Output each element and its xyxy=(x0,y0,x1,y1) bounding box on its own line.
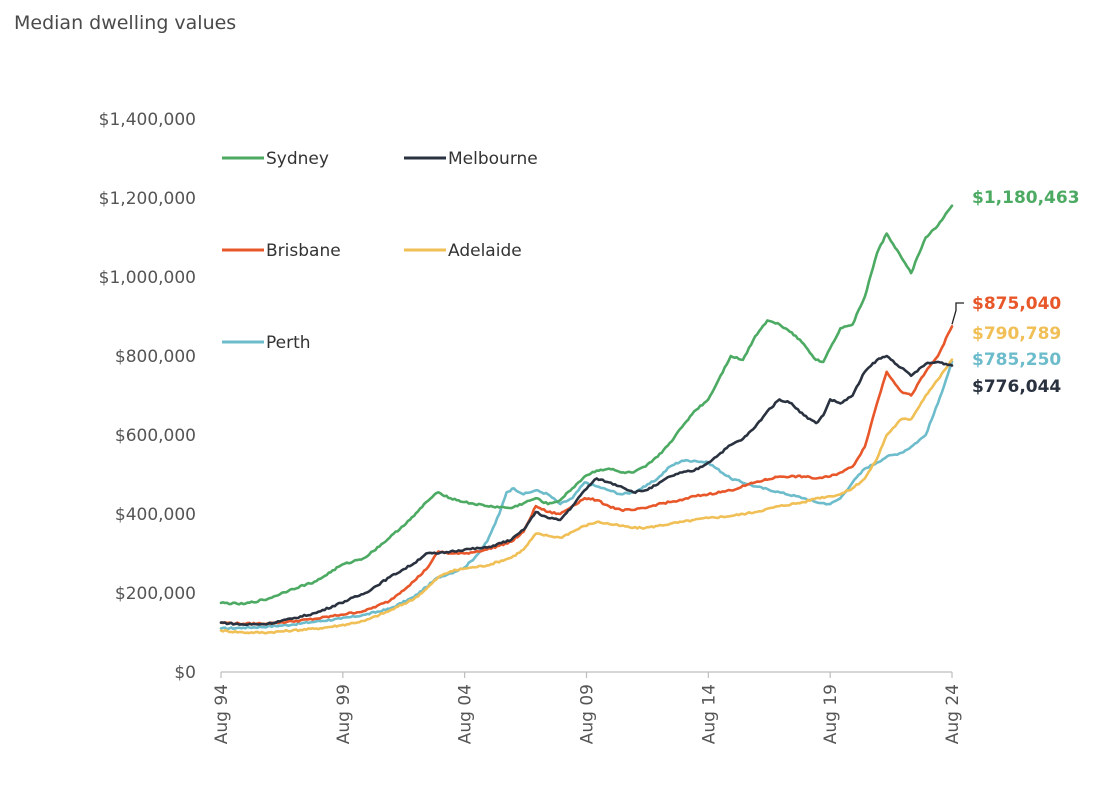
y-tick-label: $800,000 xyxy=(115,347,196,367)
series-layer xyxy=(219,204,954,635)
y-tick-label: $1,400,000 xyxy=(99,110,196,130)
legend-label-perth: Perth xyxy=(266,333,311,353)
y-tick-label: $0 xyxy=(174,663,196,683)
end-label-adelaide: $790,789 xyxy=(972,324,1061,344)
x-tick-label: Aug 09 xyxy=(578,684,598,744)
x-tick-label: Aug 24 xyxy=(943,684,963,744)
end-labels: $1,180,463 $776,044 $875,040 $790,789 $785,2… xyxy=(951,188,1080,397)
x-axis: Aug 94 Aug 99 Aug 04 Aug 09 Aug 14 Aug 19 Aug … xyxy=(212,671,963,744)
x-tick-label: Aug 99 xyxy=(334,684,354,744)
series-line-perth xyxy=(219,360,954,631)
y-tick-label: $1,200,000 xyxy=(99,189,196,209)
legend-label-sydney: Sydney xyxy=(266,149,329,169)
y-tick-label: $400,000 xyxy=(115,505,196,525)
y-tick-label: $1,000,000 xyxy=(99,268,196,288)
x-tick-label: Aug 94 xyxy=(212,684,232,744)
y-tick-label: $200,000 xyxy=(115,584,196,604)
y-axis: $0 $200,000 $400,000 $600,000 $800,000 $1,000… xyxy=(99,110,196,683)
y-tick-label: $600,000 xyxy=(115,426,196,446)
chart-title: Median dwelling values xyxy=(14,12,237,34)
end-label-perth: $785,250 xyxy=(972,350,1061,370)
legend-label-adelaide: Adelaide xyxy=(448,241,522,261)
end-label-brisbane: $875,040 xyxy=(972,294,1061,314)
series-line-adelaide xyxy=(219,358,954,635)
series-line-sydney xyxy=(219,204,954,606)
legend-label-brisbane: Brisbane xyxy=(266,241,341,261)
x-tick-label: Aug 04 xyxy=(456,684,476,744)
series-line-brisbane xyxy=(219,325,954,626)
x-tick-label: Aug 19 xyxy=(821,684,841,744)
x-tick-label: Aug 14 xyxy=(699,684,719,744)
series-line-melbourne xyxy=(219,354,954,626)
legend-label-melbourne: Melbourne xyxy=(448,149,538,169)
end-label-sydney: $1,180,463 xyxy=(972,188,1080,208)
legend: Sydney Melbourne Brisbane Adelaide Perth xyxy=(222,149,538,353)
end-label-leader-brisbane xyxy=(951,302,964,325)
end-label-melbourne: $776,044 xyxy=(972,377,1061,397)
